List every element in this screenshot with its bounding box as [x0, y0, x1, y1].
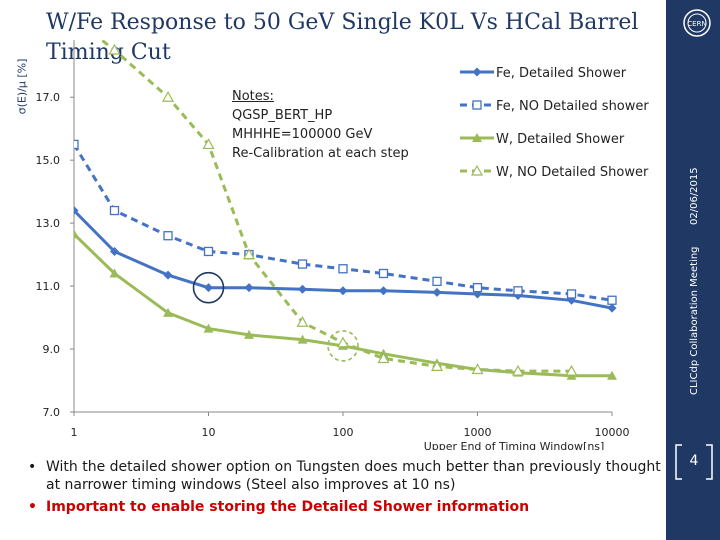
bullet-dot-icon: •: [28, 499, 37, 515]
data-point: [607, 370, 617, 380]
data-point: [109, 268, 120, 278]
notes-line-physics-list: QGSP_BERT_HP: [232, 108, 333, 123]
data-point: [74, 206, 79, 216]
meeting-name: CLICdp Collaboration Meeting: [689, 246, 700, 395]
data-point: [513, 286, 523, 296]
cern-logo-icon: CERN: [683, 9, 711, 37]
series-line: [99, 40, 572, 373]
data-point: [472, 283, 483, 293]
data-point: [69, 14, 79, 23]
data-point: [74, 229, 79, 239]
bullet-item: • With the detailed shower option on Tung…: [28, 458, 663, 494]
highlight-circle: [327, 330, 359, 362]
notes-line-mhhhe: MHHHE=100000 GeV: [232, 127, 373, 142]
data-point: [432, 276, 442, 287]
page-bracket-icon: [675, 444, 713, 480]
data-point: [607, 295, 617, 305]
data-point: [296, 316, 309, 327]
data-point: [378, 268, 389, 279]
data-point: [163, 270, 173, 280]
data-point: [338, 264, 348, 274]
y-tick-label: 7.0: [43, 406, 61, 419]
svg-text:CERN: CERN: [687, 20, 706, 28]
data-point: [565, 364, 578, 376]
x-axis-label: Upper End of Timing Window[ns]: [424, 440, 605, 450]
bullet-text: Important to enable storing the Detailed…: [46, 499, 530, 515]
data-point: [163, 231, 173, 241]
data-point: [242, 248, 256, 260]
data-point: [511, 364, 525, 376]
slide-date: 02/06/2015: [689, 167, 700, 225]
y-tick-label: 15.0: [36, 154, 61, 167]
legend-marker: [472, 133, 482, 142]
data-point: [338, 286, 348, 296]
data-point: [471, 363, 484, 375]
highlight-circle: [192, 271, 225, 304]
data-point: [378, 286, 388, 296]
data-point: [244, 283, 254, 293]
data-point: [203, 323, 214, 333]
bullet-text: With the detailed shower option on Tungs…: [46, 459, 661, 493]
notes-box: Notes: QGSP_BERT_HP MHHHE=100000 GeV Re-…: [232, 87, 409, 163]
data-point: [243, 329, 254, 339]
timing-cut-chart: 7.0 9.0 11.0 13.0 15.0 17.0 1 10 100 1000 10000Upp…: [36, 14, 649, 450]
y-tick-label: 17.0: [36, 91, 61, 104]
data-point: [108, 43, 121, 55]
sidebar: [666, 0, 720, 540]
x-tick-label: 1: [71, 426, 78, 439]
data-point: [298, 284, 308, 294]
data-point: [297, 334, 308, 344]
legend-marker: [472, 67, 482, 77]
bullet-list: • With the detailed shower option on Tung…: [28, 458, 663, 520]
x-tick-label: 10000: [595, 426, 630, 439]
bullet-dot-icon: •: [28, 459, 37, 475]
x-tick-label: 100: [333, 426, 354, 439]
legend-label: W, NO Detailed Shower: [496, 165, 649, 180]
page-number: 4: [689, 453, 699, 469]
data-point: [109, 205, 120, 216]
legend-marker: [472, 100, 482, 110]
data-point: [432, 287, 442, 297]
legend-label: W, Detailed Shower: [496, 132, 625, 147]
data-point: [163, 307, 174, 317]
x-tick-label: 1000: [464, 426, 492, 439]
data-point: [109, 246, 119, 256]
data-point: [74, 139, 79, 150]
data-point: [297, 259, 308, 269]
data-point: [607, 303, 617, 313]
data-point: [202, 138, 215, 150]
bullet-item: • Important to enable storing the Detaile…: [28, 498, 663, 516]
data-point: [161, 90, 175, 102]
legend-label: Fe, NO Detailed shower: [496, 99, 649, 114]
data-point: [203, 246, 214, 257]
series-line: [74, 233, 612, 378]
y-tick-label: 9.0: [43, 343, 61, 356]
data-point: [566, 289, 577, 299]
data-point: [430, 360, 444, 371]
x-tick-label: 10: [202, 426, 216, 439]
data-point: [336, 336, 350, 348]
legend-marker: [470, 164, 484, 176]
legend-label: Fe, Detailed Shower: [496, 66, 627, 81]
page-title: W/Fe Response to 50 GeV Single K0L Vs HC…: [46, 10, 639, 65]
y-tick-label: 13.0: [36, 217, 61, 230]
data-point: [377, 352, 390, 364]
y-tick-label: 11.0: [36, 280, 61, 293]
notes-line-recalibration: Re-Calibration at each step: [232, 146, 409, 161]
notes-title: Notes:: [232, 89, 274, 104]
data-point: [204, 283, 213, 293]
